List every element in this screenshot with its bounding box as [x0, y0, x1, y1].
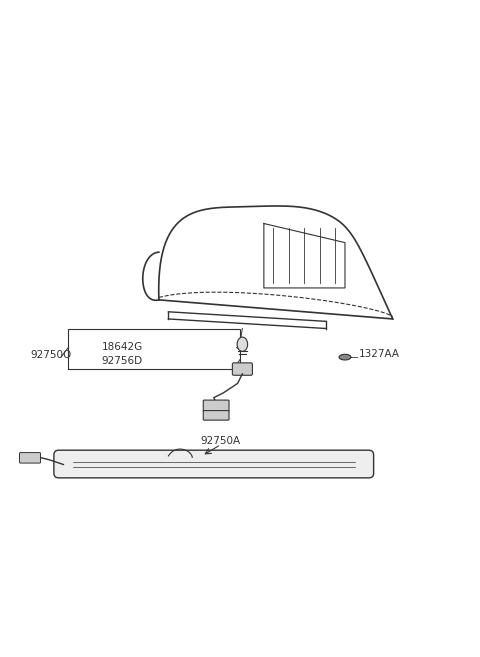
FancyBboxPatch shape	[203, 400, 229, 411]
Text: 92756D: 92756D	[102, 356, 143, 366]
Text: 92750O: 92750O	[30, 350, 71, 360]
Text: 18642G: 18642G	[102, 342, 143, 351]
Text: 92750A: 92750A	[201, 436, 241, 445]
Ellipse shape	[339, 354, 351, 360]
Text: 1327AA: 1327AA	[360, 349, 400, 359]
FancyBboxPatch shape	[20, 453, 40, 463]
Ellipse shape	[237, 337, 248, 351]
FancyBboxPatch shape	[232, 363, 252, 375]
FancyBboxPatch shape	[54, 450, 373, 478]
FancyBboxPatch shape	[203, 411, 229, 420]
